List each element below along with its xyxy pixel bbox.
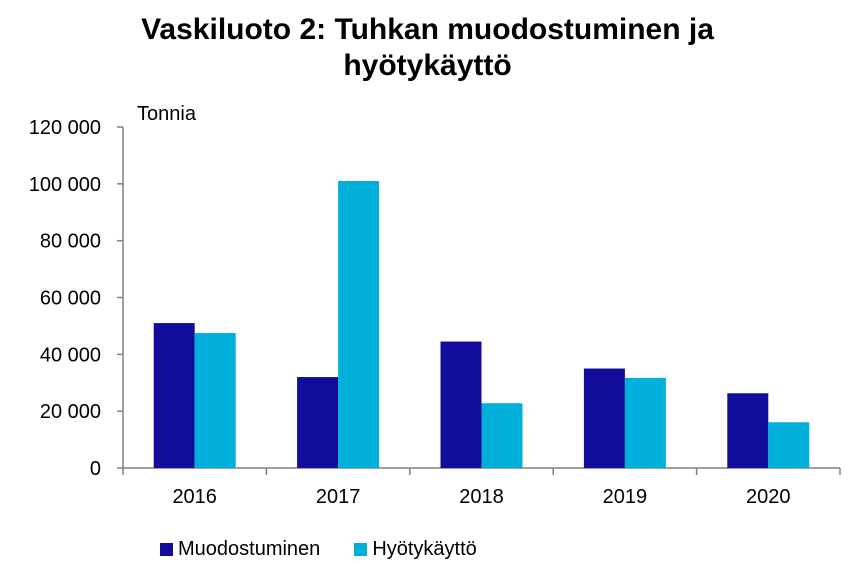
bar-hyotykaytto-2018 xyxy=(481,403,523,468)
chart-title: Vaskiluoto 2: Tuhkan muodostuminen ja hy… xyxy=(0,12,855,84)
y-tick-label: 60 000 xyxy=(40,288,101,310)
bar-muodostuminen-2020 xyxy=(727,393,769,468)
bar-muodostuminen-2018 xyxy=(440,341,482,468)
x-tick-label: 2018 xyxy=(459,486,504,508)
y-unit-label: Tonnia xyxy=(137,103,197,125)
bars xyxy=(153,180,810,468)
y-tick-label: 80 000 xyxy=(40,231,101,253)
legend-label-hyotykaytto: Hyötykäyttö xyxy=(372,538,477,560)
bar-hyotykaytto-2020 xyxy=(768,422,810,468)
legend-item-muodostuminen: Muodostuminen xyxy=(160,538,320,561)
bar-muodostuminen-2019 xyxy=(583,368,625,468)
bar-muodostuminen-2017 xyxy=(297,377,339,468)
y-tick-label: 20 000 xyxy=(40,401,101,423)
y-axis: 0 20 000 40 000 60 000 80 000 100 000 120 000 xyxy=(29,117,124,480)
legend-swatch-hyotykaytto xyxy=(354,543,368,556)
y-tick-label: 100 000 xyxy=(29,174,101,196)
bar-muodostuminen-2016 xyxy=(153,323,195,468)
legend-label-muodostuminen: Muodostuminen xyxy=(178,538,321,560)
legend-swatch-muodostuminen xyxy=(160,543,173,556)
x-tick-label: 2017 xyxy=(316,486,361,508)
bar-hyotykaytto-2019 xyxy=(624,377,666,468)
y-tick-label: 0 xyxy=(90,458,101,480)
y-tick-label: 120 000 xyxy=(29,117,101,139)
bar-hyotykaytto-2017 xyxy=(338,180,380,468)
legend-item-hyotykaytto: Hyötykäyttö xyxy=(354,538,477,561)
x-tick-label: 2019 xyxy=(603,486,648,508)
bar-hyotykaytto-2016 xyxy=(194,333,236,468)
chart-title-line-2: hyötykäyttö xyxy=(343,49,512,82)
x-tick-label: 2016 xyxy=(172,486,217,508)
y-tick-label: 40 000 xyxy=(40,344,101,366)
legend: Muodostuminen Hyötykäyttö xyxy=(160,538,511,561)
chart-title-line-1: Vaskiluoto 2: Tuhkan muodostuminen ja xyxy=(141,13,714,46)
x-tick-label: 2020 xyxy=(746,486,791,508)
x-axis: 2016 2017 2018 2019 2020 xyxy=(122,467,841,508)
